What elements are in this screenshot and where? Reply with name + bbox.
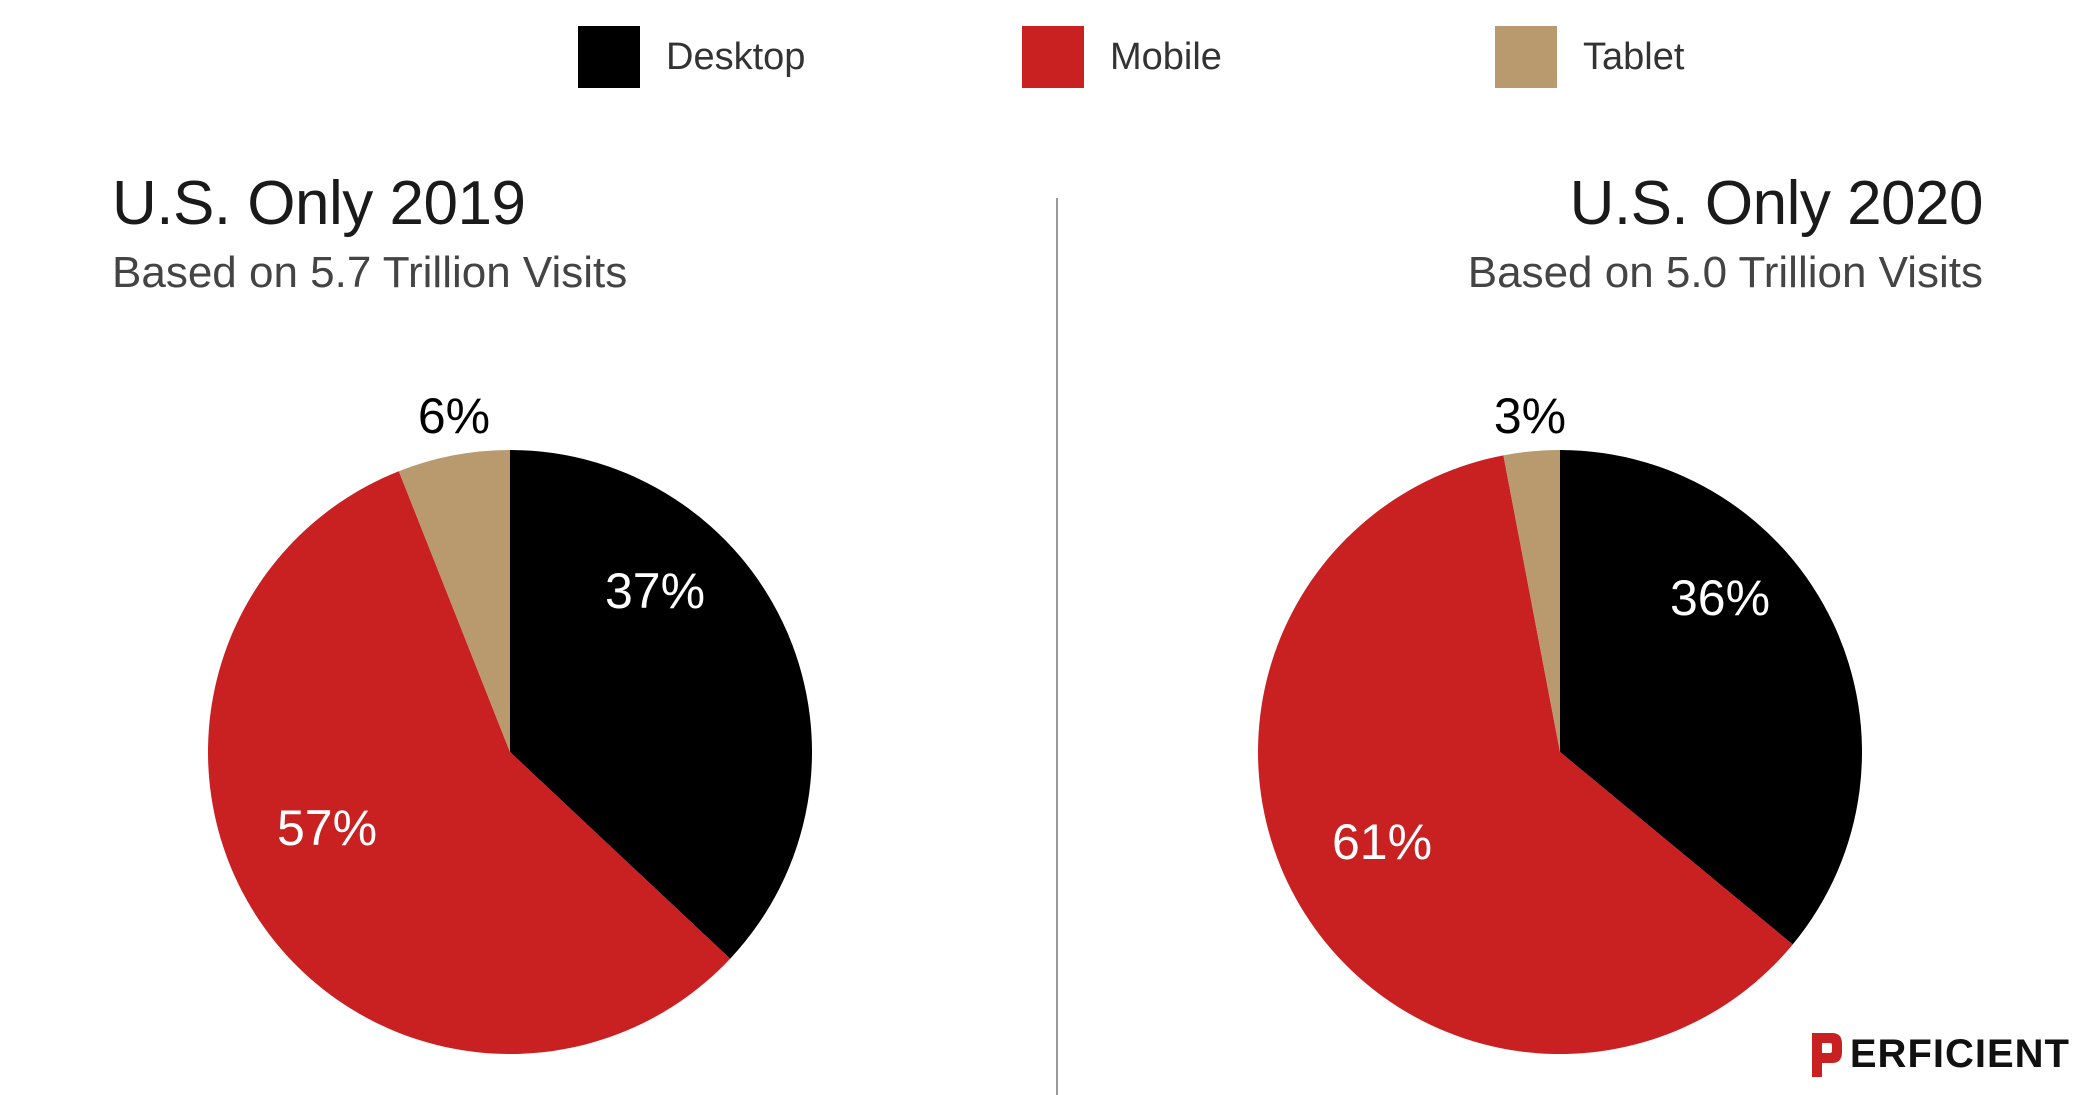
legend-label-tablet: Tablet — [1583, 35, 1685, 78]
legend-item-mobile: Mobile — [1022, 22, 1222, 92]
chart-subtitle-2020: Based on 5.0 Trillion Visits — [1467, 248, 1983, 297]
chart-title-2019: U.S. Only 2019 — [112, 169, 526, 238]
chart-title-2020: U.S. Only 2020 — [1569, 169, 1984, 238]
pie-slice-tablet — [398, 450, 510, 752]
pie-slice-desktop — [510, 450, 812, 959]
slice-label-tablet: 6% — [418, 388, 490, 444]
pie-slice-mobile — [207, 471, 731, 1055]
legend-swatch-desktop — [578, 26, 640, 88]
slice-label-desktop: 36% — [1670, 570, 1770, 626]
legend-swatch-mobile — [1022, 26, 1084, 88]
legend-item-desktop: Desktop — [578, 22, 805, 92]
legend-label-mobile: Mobile — [1110, 35, 1222, 78]
slice-label-tablet: 3% — [1494, 388, 1566, 444]
perficient-logo: ERFICIENT — [1811, 1032, 2070, 1077]
chart-subtitle-2019: Based on 5.7 Trillion Visits — [112, 248, 628, 297]
slice-label-desktop: 37% — [605, 563, 705, 619]
perficient-logo-text: ERFICIENT — [1849, 1032, 2070, 1076]
legend-swatch-tablet — [1495, 26, 1557, 88]
slice-label-mobile: 61% — [1332, 814, 1432, 870]
pie-chart-2020: 36% 61% 3% — [1258, 388, 1862, 1054]
legend-item-tablet: Tablet — [1495, 22, 1684, 92]
pie-slice-mobile — [1258, 455, 1793, 1054]
pie-slice-desktop — [1560, 450, 1862, 945]
pie-chart-2019: 37% 57% 6% — [207, 388, 812, 1055]
perficient-logo-mark-icon — [1811, 1032, 1842, 1077]
legend-label-desktop: Desktop — [666, 35, 806, 78]
panel-divider — [1056, 198, 1058, 1095]
pie-slice-tablet — [1503, 450, 1560, 752]
slice-label-mobile: 57% — [277, 800, 377, 856]
chart-legend: Desktop Mobile Tablet — [0, 22, 2088, 92]
